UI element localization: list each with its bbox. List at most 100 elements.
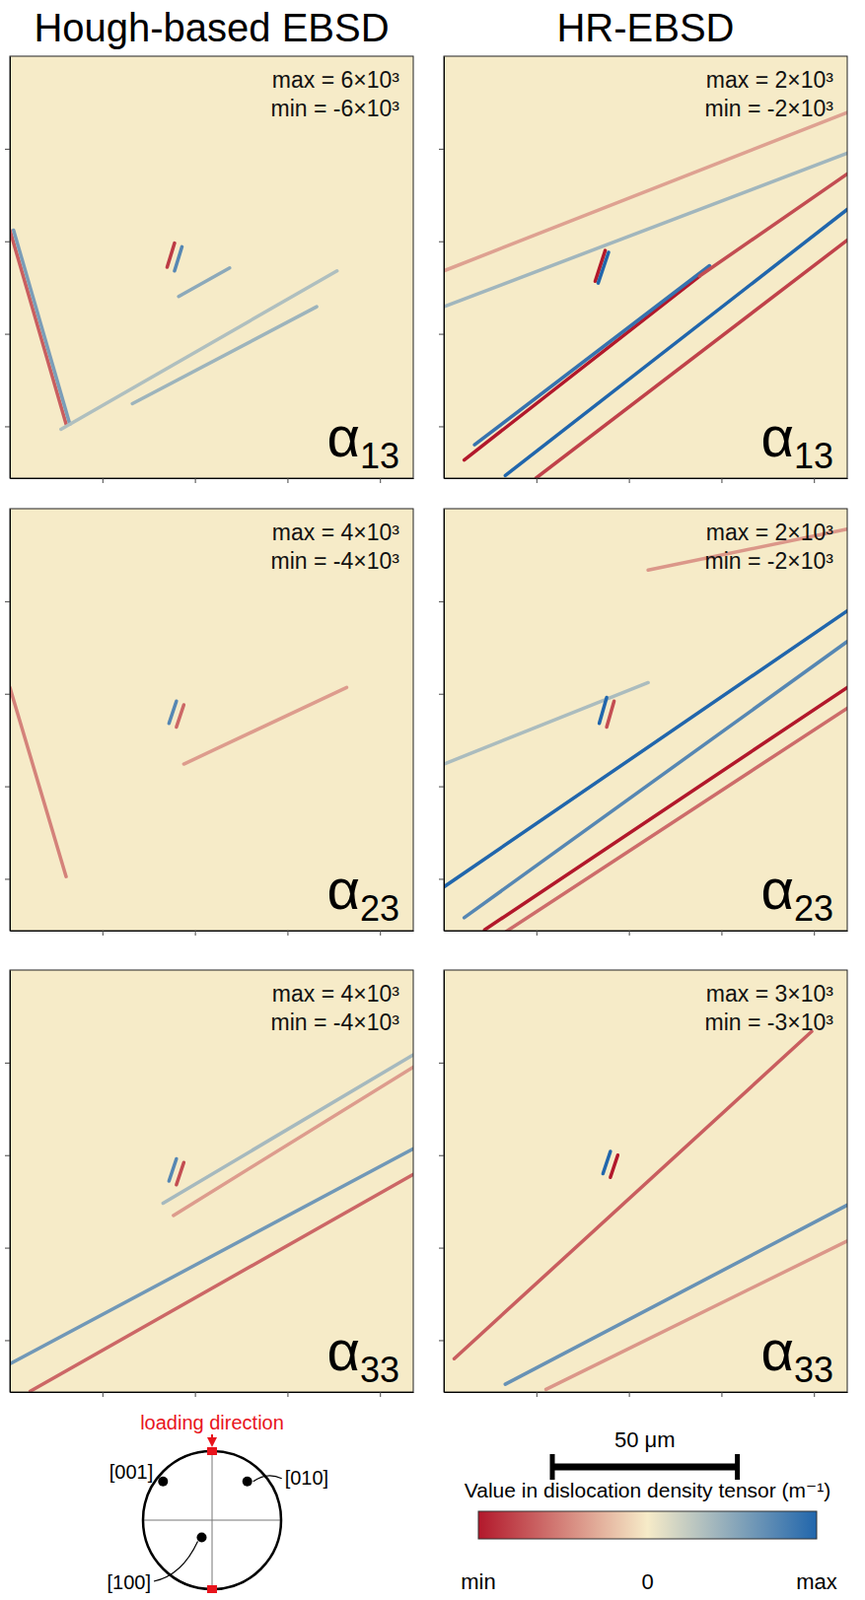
tick <box>629 1392 631 1398</box>
pole-label: [010] <box>285 1467 329 1490</box>
range-label: min = -2×10³ <box>705 95 835 122</box>
tick-mark <box>629 478 631 484</box>
range-label: min = -3×10³ <box>705 1009 835 1036</box>
pole-circle <box>143 1451 282 1590</box>
range-label: max = 4×10³ <box>272 519 400 546</box>
band <box>484 687 848 931</box>
tick <box>102 1392 104 1398</box>
band <box>546 1241 848 1391</box>
band <box>9 229 67 425</box>
tick-mark <box>813 478 815 484</box>
x-axis <box>10 478 415 484</box>
tick <box>438 1155 444 1157</box>
tick-mark <box>813 1392 815 1398</box>
tick <box>4 334 10 336</box>
axis-line <box>444 1392 849 1394</box>
tick <box>720 478 722 484</box>
band <box>610 1155 619 1179</box>
panel: max = 4×10³min = -4×10³α33 <box>4 970 415 1398</box>
axis-line <box>9 509 11 933</box>
tick <box>720 931 722 937</box>
range-label: min = -6×10³ <box>271 95 401 122</box>
tick-mark <box>438 241 444 243</box>
plot-area <box>443 970 848 1393</box>
tick <box>287 1392 289 1398</box>
tick-mark <box>4 1248 10 1250</box>
band <box>443 152 848 307</box>
band <box>464 276 701 461</box>
y-axis <box>4 509 11 933</box>
tick <box>813 931 815 937</box>
colorbar-tick-label: min <box>460 1570 496 1595</box>
pole <box>157 1477 168 1488</box>
tick <box>4 148 10 150</box>
plot-area <box>443 508 848 932</box>
tick-mark <box>4 878 10 880</box>
axis-line <box>444 931 849 933</box>
panel: max = 3×10³min = -3×10³α33 <box>438 970 849 1398</box>
tick <box>4 694 10 696</box>
band <box>168 1158 177 1182</box>
band <box>183 687 347 765</box>
map-background <box>443 508 848 932</box>
colorbar: min0maxValue in dislocation density tens… <box>460 1479 838 1595</box>
panel-frame <box>9 970 414 1393</box>
map-background <box>443 56 848 479</box>
range-label: max = 3×10³ <box>706 981 834 1008</box>
pole-axis <box>212 1451 214 1590</box>
tick-mark <box>438 426 444 428</box>
pole-leader <box>253 1476 283 1483</box>
tick <box>438 787 444 789</box>
band <box>454 1031 812 1360</box>
tick-mark <box>379 1392 381 1398</box>
panel-title: α13 <box>326 404 400 477</box>
map-background <box>443 970 848 1393</box>
tick-mark <box>4 1155 10 1157</box>
tick-mark <box>102 1392 104 1398</box>
x-axis <box>10 1392 415 1398</box>
pole <box>197 1533 208 1544</box>
tick <box>438 426 444 428</box>
band <box>443 112 848 272</box>
pole <box>242 1477 253 1488</box>
tick-mark <box>536 931 538 937</box>
y-axis <box>438 57 445 480</box>
panel-frame <box>9 56 414 479</box>
tick-mark <box>379 931 381 937</box>
band <box>602 1152 611 1175</box>
y-axis <box>4 971 11 1394</box>
tick <box>4 601 10 603</box>
tick <box>195 478 197 484</box>
tick <box>438 334 444 336</box>
tick-mark <box>4 148 10 150</box>
y-axis <box>438 971 445 1394</box>
tick-mark <box>720 478 722 484</box>
band <box>132 306 317 404</box>
loading-marker <box>207 1585 217 1594</box>
tick-mark <box>4 694 10 696</box>
column-title: HR-EBSD <box>556 5 734 50</box>
tick <box>813 1392 815 1398</box>
tick-mark <box>379 478 381 484</box>
tick-mark <box>438 878 444 880</box>
tick <box>536 478 538 484</box>
band <box>61 271 338 431</box>
tick <box>438 241 444 243</box>
tick <box>4 426 10 428</box>
tick <box>379 478 381 484</box>
tick <box>629 931 631 937</box>
scale-bar-cap <box>734 1454 740 1481</box>
y-axis <box>4 57 11 480</box>
map-background <box>9 56 414 479</box>
map-background <box>9 508 414 932</box>
band <box>178 268 230 297</box>
loading-direction-label: loading direction <box>140 1412 285 1435</box>
tick <box>536 1392 538 1398</box>
panel: max = 4×10³min = -4×10³α23 <box>4 508 415 937</box>
band <box>176 1162 185 1186</box>
band <box>30 1174 414 1392</box>
range-label: min = -4×10³ <box>271 1009 401 1036</box>
tick <box>438 601 444 603</box>
tick-mark <box>438 694 444 696</box>
tick-mark <box>287 931 289 937</box>
